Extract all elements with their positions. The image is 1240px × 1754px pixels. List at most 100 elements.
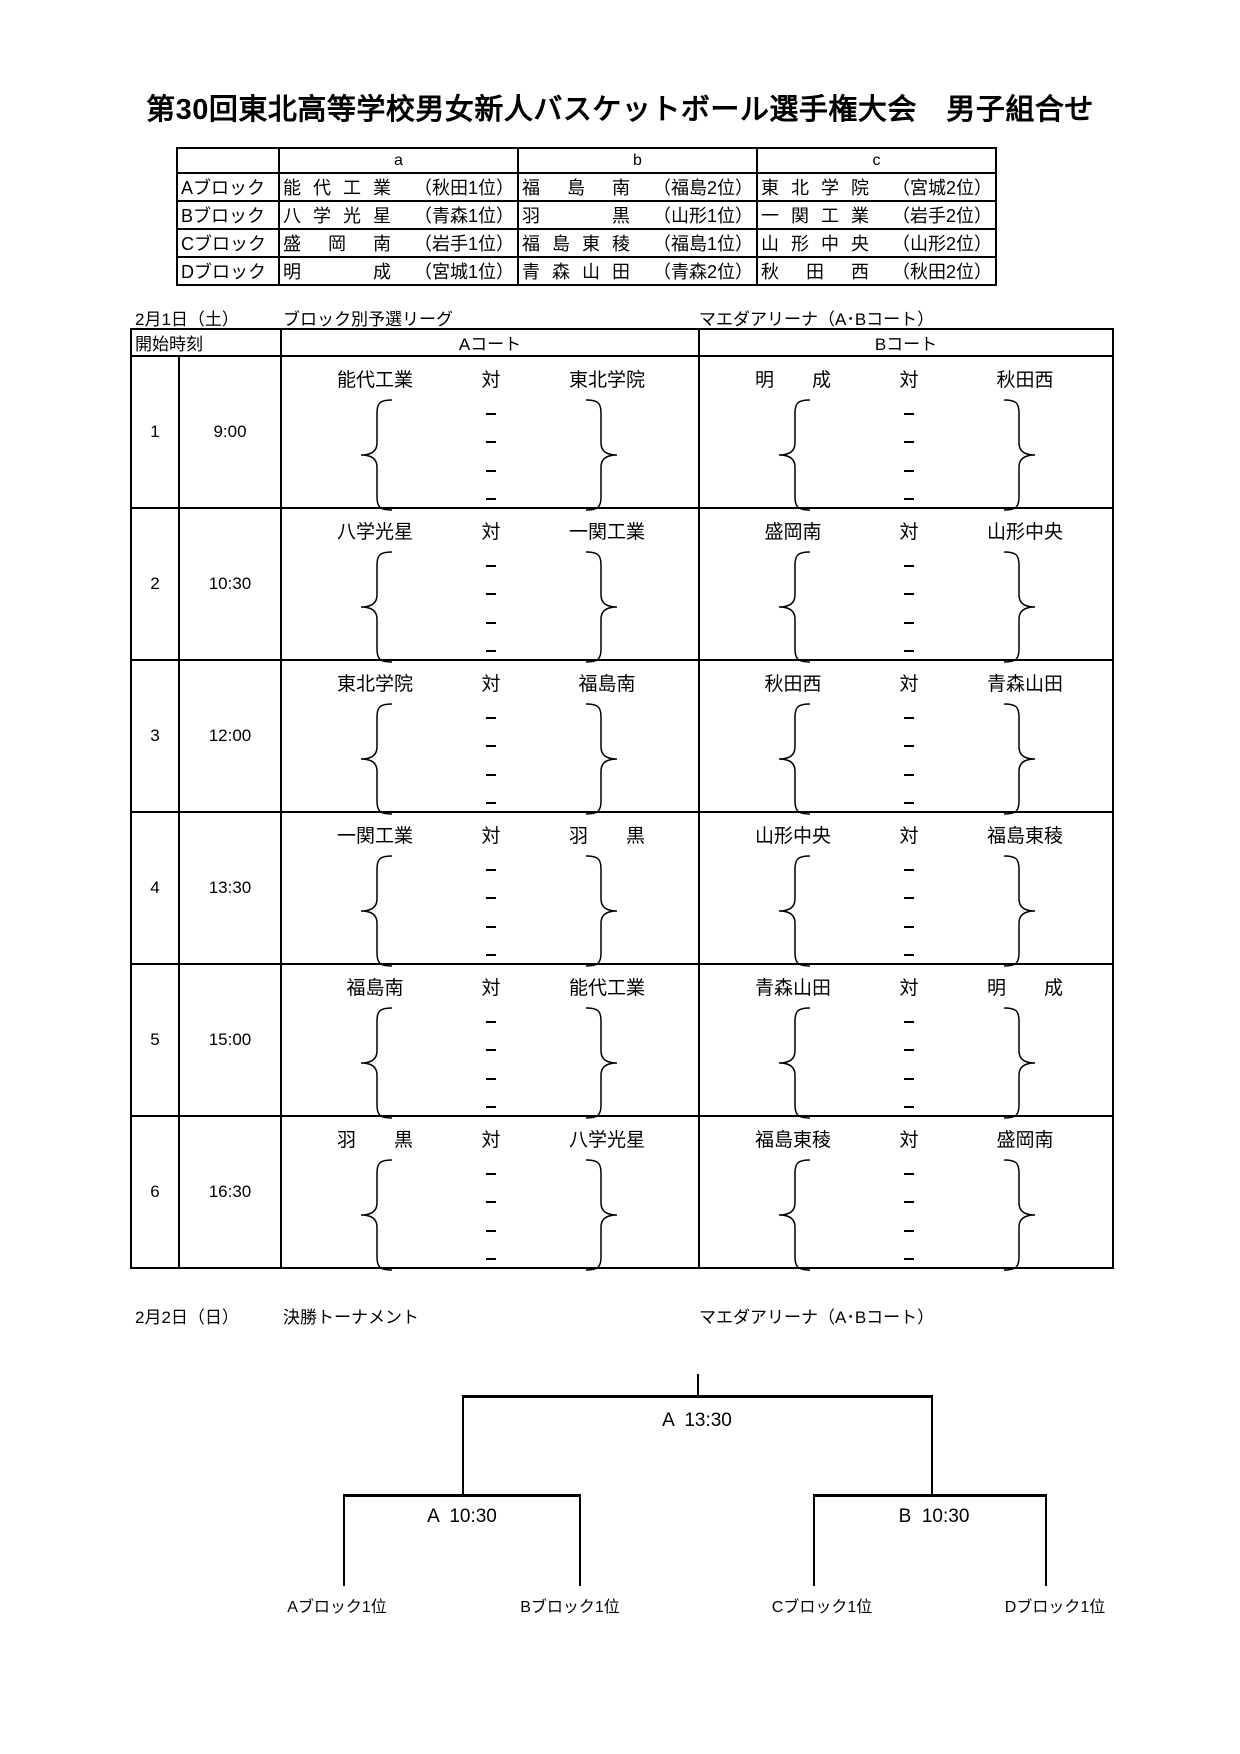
entrant-label: Cブロック1位	[771, 1599, 873, 1616]
versus-label: 対	[899, 522, 919, 543]
right-brace-icon	[1003, 855, 1036, 967]
day1-date: 2月1日（土）	[135, 310, 239, 329]
home-team: 東北学院	[336, 674, 414, 695]
court-a-match: 能代工業 対 東北学院	[280, 355, 700, 511]
right-brace-icon	[1003, 703, 1036, 815]
league-schedule-table: 開始時刻 Aコート Bコート 1 9:00 能代工業対東北学院明 成対秋田西 2 10:…	[130, 328, 1114, 1271]
start-time: 12:00	[178, 659, 282, 813]
block-row: Aブロック 能代工業 （秋田1位） 福島南 （福島2位） 東北学院 （宮城2位）	[176, 172, 997, 202]
versus-label: 対	[899, 826, 919, 847]
score-dash	[486, 1173, 496, 1175]
page-title: 第30回東北高等学校男女新人バスケットボール選手権大会 男子組合せ	[146, 94, 1094, 126]
score-dash	[486, 1106, 496, 1108]
team-qualification: （青森1位）	[413, 206, 514, 226]
score-dash	[904, 1021, 914, 1023]
schedule-row: 4 13:30 一関工業 対 羽 黒 山形中央 対 福島東稜	[130, 811, 1114, 967]
block-column-header	[176, 147, 280, 174]
block-team-cell: 福島南 （福島2位）	[517, 172, 758, 202]
team-qualification: （山形1位）	[652, 206, 753, 226]
schedule-row: 1 9:00 能代工業 対 東北学院 明 成 対 秋田西	[130, 355, 1114, 511]
score-dash	[486, 1230, 496, 1232]
court-a-match: 一関工業 対 羽 黒	[280, 811, 700, 967]
score-dash	[904, 1049, 914, 1051]
team-qualification: （福島1位）	[652, 234, 753, 254]
score-dash	[904, 650, 914, 652]
game-number: 2	[130, 507, 180, 661]
game-number: 6	[130, 1115, 180, 1269]
versus-label: 対	[481, 1130, 501, 1151]
score-dash	[486, 954, 496, 956]
score-dash	[904, 1078, 914, 1080]
bracket-semi-bar-left	[343, 1494, 581, 1497]
score-dash	[486, 717, 496, 719]
away-team: 一関工業	[568, 522, 646, 543]
right-brace-icon	[1003, 399, 1036, 511]
versus-label: 対	[899, 674, 919, 695]
left-brace-icon	[360, 551, 393, 663]
bracket-semi-bar-right	[813, 1494, 1047, 1497]
score-dash	[486, 1049, 496, 1051]
away-team: 福島東稜	[986, 826, 1064, 847]
score-dash	[904, 593, 914, 595]
bracket-line	[343, 1494, 345, 1586]
block-team-cell: 明成 （宮城1位）	[278, 256, 519, 286]
block-team-cell: 羽黒 （山形1位）	[517, 200, 758, 230]
block-column-header: b	[517, 147, 758, 174]
home-team: 青森山田	[754, 978, 832, 999]
team-name: 盛岡南	[283, 234, 391, 254]
score-dash	[486, 1201, 496, 1203]
score-dash	[486, 745, 496, 747]
team-name: 福島東稜	[522, 234, 630, 254]
home-team: 能代工業	[336, 370, 414, 391]
start-time: 10:30	[178, 507, 282, 661]
home-team: 明 成	[754, 370, 832, 391]
block-team-cell: 東北学院 （宮城2位）	[756, 172, 997, 202]
bracket-final-bar	[462, 1395, 933, 1398]
day1-event: ブロック別予選リーグ	[283, 310, 453, 329]
block-team-cell: 山形中央 （山形2位）	[756, 228, 997, 258]
score-dash	[486, 565, 496, 567]
score-dash	[486, 470, 496, 472]
block-label: Cブロック	[176, 228, 280, 258]
away-team: 盛岡南	[996, 1130, 1054, 1151]
block-row: Cブロック 盛岡南 （岩手1位） 福島東稜 （福島1位） 山形中央 （山形2位）	[176, 228, 997, 258]
semi-match-label: B 10:30	[898, 1506, 970, 1527]
score-dash	[486, 926, 496, 928]
left-brace-icon	[778, 855, 811, 967]
block-team-cell: 盛岡南 （岩手1位）	[278, 228, 519, 258]
team-qualification: （秋田2位）	[891, 262, 992, 282]
away-team: 青森山田	[986, 674, 1064, 695]
versus-label: 対	[481, 826, 501, 847]
block-assignment-table: a b c Aブロック 能代工業 （秋田1位） 福島南 （福島2位） 東北学院 （宮城2位） Bブロ…	[176, 147, 997, 286]
score-dash	[904, 413, 914, 415]
right-brace-icon	[585, 399, 618, 511]
entrant-label: Bブロック1位	[520, 1599, 620, 1616]
score-dash	[486, 869, 496, 871]
bracket-final-stub	[697, 1374, 699, 1396]
home-team: 福島東稜	[754, 1130, 832, 1151]
court-b-match: 盛岡南 対 山形中央	[698, 507, 1114, 663]
entrant-label: Aブロック1位	[287, 1599, 387, 1616]
home-team: 羽 黒	[336, 1130, 414, 1151]
team-qualification: （福島2位）	[652, 178, 753, 198]
right-brace-icon	[1003, 1159, 1036, 1271]
left-brace-icon	[778, 399, 811, 511]
score-dash	[486, 774, 496, 776]
score-dash	[904, 470, 914, 472]
block-team-cell: 福島東稜 （福島1位）	[517, 228, 758, 258]
schedule-header-row: 開始時刻 Aコート Bコート	[130, 328, 1114, 357]
block-column-header: c	[756, 147, 997, 174]
block-team-cell: 秋田西 （秋田2位）	[756, 256, 997, 286]
score-dash	[904, 498, 914, 500]
schedule-row: 5 15:00 福島南 対 能代工業 青森山田 対 明 成	[130, 963, 1114, 1119]
left-brace-icon	[778, 1159, 811, 1271]
score-dash	[904, 717, 914, 719]
bracket-line	[462, 1395, 464, 1495]
schedule-row: 6 16:30 羽 黒 対 八学光星 福島東稜 対 盛岡南	[130, 1115, 1114, 1271]
game-number: 4	[130, 811, 180, 965]
left-brace-icon	[360, 1007, 393, 1119]
court-a-match: 福島南 対 能代工業	[280, 963, 700, 1119]
block-row: Dブロック 明成 （宮城1位） 青森山田 （青森2位） 秋田西 （秋田2位）	[176, 256, 997, 286]
left-brace-icon	[360, 399, 393, 511]
